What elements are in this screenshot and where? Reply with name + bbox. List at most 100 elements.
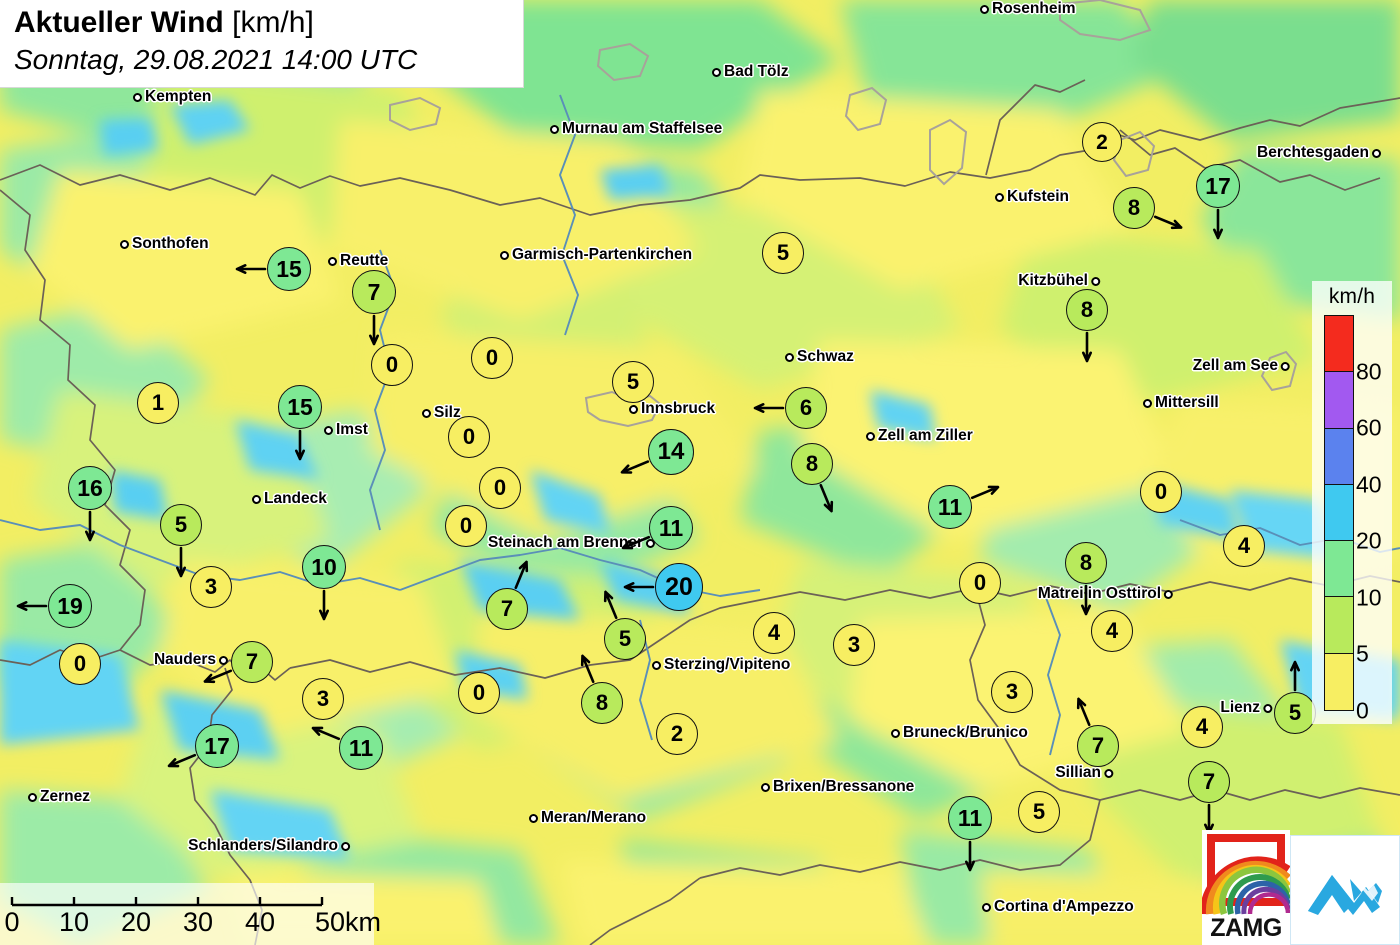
city-marker-dot <box>328 256 337 266</box>
city-name: Steinach am Brenner <box>487 534 643 551</box>
station-value-circle[interactable]: 5 <box>1018 791 1060 833</box>
station-value-circle[interactable]: 7 <box>1188 761 1230 803</box>
title-box: Aktueller Wind [km/h] Sonntag, 29.08.202… <box>0 0 524 88</box>
station-value-circle[interactable]: 0 <box>479 467 521 509</box>
station-value-circle[interactable]: 0 <box>448 416 490 458</box>
station-value-circle[interactable]: 0 <box>471 337 513 379</box>
station-value-circle[interactable]: 20 <box>655 563 703 611</box>
station-value-circle[interactable]: 6 <box>785 387 827 429</box>
city-label: Landeck <box>252 490 327 508</box>
station-value-circle[interactable]: 2 <box>1082 122 1122 162</box>
mountain-chevron-icon <box>1308 875 1382 915</box>
city-label: Brixen/Bressanone <box>761 778 914 796</box>
city-marker-dot <box>422 408 431 418</box>
city-name: Landeck <box>264 490 327 507</box>
title-main: Aktueller Wind <box>14 6 224 39</box>
city-label: Zernez <box>28 788 90 806</box>
legend-tick: 40 <box>1356 471 1382 498</box>
city-marker-dot <box>28 792 37 802</box>
station-value-circle[interactable]: 11 <box>339 726 383 770</box>
city-label: Mittersill <box>1143 394 1219 412</box>
station-value-circle[interactable]: 17 <box>195 724 239 768</box>
city-label: Reutte <box>328 252 388 270</box>
legend-tick: 60 <box>1356 414 1382 441</box>
city-label: Berchtesgaden <box>1257 144 1381 162</box>
station-value-circle[interactable]: 11 <box>928 485 972 529</box>
station-value-circle[interactable]: 11 <box>948 796 992 840</box>
city-name: Kempten <box>145 88 212 105</box>
city-label: Cortina d'Ampezzo <box>982 898 1134 916</box>
city-marker-dot <box>712 67 721 77</box>
city-name: Brixen/Bressanone <box>773 778 915 795</box>
city-label: Innsbruck <box>629 400 715 418</box>
city-label: Kempten <box>133 88 211 106</box>
station-value-circle[interactable]: 14 <box>648 429 694 475</box>
station-value-circle[interactable]: 3 <box>991 671 1033 713</box>
station-value-circle[interactable]: 0 <box>1140 471 1182 513</box>
station-value-circle[interactable]: 5 <box>612 361 654 403</box>
scale-bar-label: 20 <box>120 907 152 937</box>
station-value-circle[interactable]: 4 <box>1091 610 1133 652</box>
city-name: Zell am Ziller <box>878 427 973 444</box>
city-marker-dot <box>785 352 794 362</box>
station-value-circle[interactable]: 8 <box>1113 187 1155 229</box>
station-value-circle[interactable]: 4 <box>753 612 795 654</box>
zamg-rainbow-icon <box>1202 856 1290 915</box>
station-value-circle[interactable]: 7 <box>231 641 273 683</box>
station-value-circle[interactable]: 8 <box>1066 289 1108 331</box>
station-value-circle[interactable]: 4 <box>1223 525 1265 567</box>
city-label: Zell am Ziller <box>866 427 973 445</box>
station-value-circle[interactable]: 0 <box>59 643 101 685</box>
scale-bar-label: 10 <box>58 907 90 937</box>
station-value-circle[interactable]: 19 <box>48 584 92 628</box>
station-value-circle[interactable]: 7 <box>1077 725 1119 767</box>
city-label: Garmisch-Partenkirchen <box>500 246 692 264</box>
station-value-circle[interactable]: 15 <box>278 385 322 429</box>
city-marker-dot <box>652 660 661 670</box>
city-label: Meran/Merano <box>529 809 646 827</box>
scale-bar: 0 10 20 30 40 50km <box>0 883 381 945</box>
color-legend: km/h 80 60 40 20 10 5 0 <box>1312 281 1392 724</box>
city-label: Matrei in Osttirol <box>1038 585 1173 603</box>
city-name: Lienz <box>1220 699 1260 716</box>
station-value-circle[interactable]: 0 <box>445 505 487 547</box>
city-name: Mittersill <box>1155 394 1219 411</box>
station-value-circle[interactable]: 3 <box>302 678 344 720</box>
city-name: Schlanders/Silandro <box>188 837 338 854</box>
station-value-circle[interactable]: 5 <box>160 504 202 546</box>
station-value-circle[interactable]: 2 <box>656 713 698 755</box>
city-label: Sonthofen <box>120 235 209 253</box>
city-marker-dot <box>324 425 333 435</box>
geosphere-logo <box>1290 835 1400 945</box>
station-value-circle[interactable]: 10 <box>302 545 346 589</box>
station-value-circle[interactable]: 5 <box>1274 692 1316 734</box>
station-value-circle[interactable]: 0 <box>371 344 413 386</box>
station-value-circle[interactable]: 5 <box>762 232 804 274</box>
station-value-circle[interactable]: 15 <box>267 247 311 291</box>
station-value-circle[interactable]: 17 <box>1196 164 1240 208</box>
station-value-circle[interactable]: 7 <box>352 270 396 314</box>
station-value-circle[interactable]: 8 <box>581 682 623 724</box>
station-value-circle[interactable]: 1 <box>137 382 179 424</box>
station-value-circle[interactable]: 4 <box>1181 706 1223 748</box>
station-value-circle[interactable]: 0 <box>458 672 500 714</box>
legend-tick: 5 <box>1356 640 1369 667</box>
city-marker-dot <box>1143 398 1152 408</box>
city-marker-dot <box>995 192 1004 202</box>
logo-group: ZAMG <box>1202 830 1400 945</box>
station-value-circle[interactable]: 7 <box>486 588 528 630</box>
city-marker-dot <box>1281 361 1290 371</box>
city-marker-dot <box>219 655 228 665</box>
station-value-circle[interactable]: 0 <box>959 562 1001 604</box>
city-marker-dot <box>1164 589 1173 599</box>
station-value-circle[interactable]: 3 <box>833 624 875 666</box>
legend-tick: 10 <box>1356 584 1382 611</box>
station-value-circle[interactable]: 16 <box>68 466 112 510</box>
city-marker-dot <box>529 813 538 823</box>
station-value-circle[interactable]: 5 <box>604 618 646 660</box>
station-value-circle[interactable]: 11 <box>649 506 693 550</box>
legend-color-bar <box>1324 315 1354 711</box>
station-value-circle[interactable]: 8 <box>1065 542 1107 584</box>
station-value-circle[interactable]: 8 <box>791 443 833 485</box>
station-value-circle[interactable]: 3 <box>190 566 232 608</box>
